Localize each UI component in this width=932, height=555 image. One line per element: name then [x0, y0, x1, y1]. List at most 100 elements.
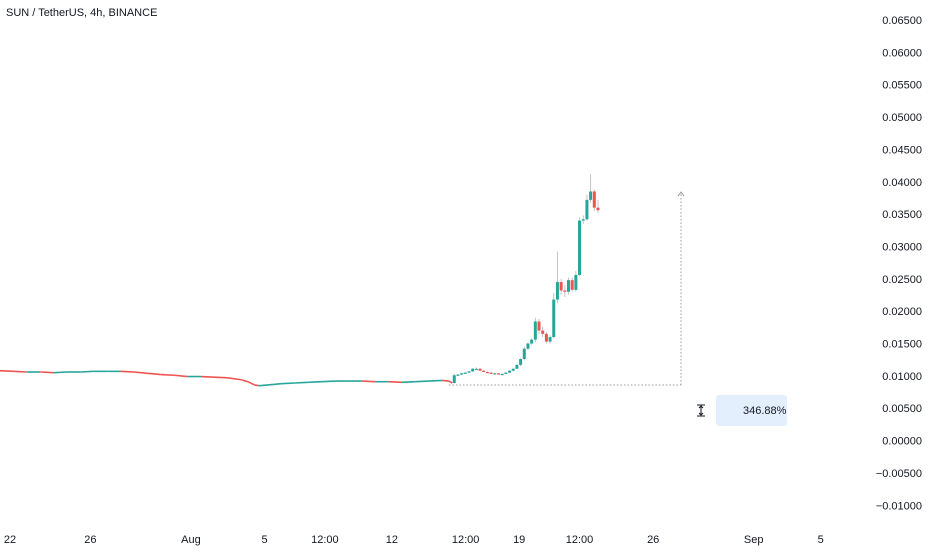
candle[interactable]: [589, 174, 593, 203]
price-segment: [53, 371, 68, 374]
candle[interactable]: [530, 338, 534, 345]
range-measure-icon: [697, 404, 705, 417]
candle[interactable]: [456, 373, 460, 376]
candle[interactable]: [581, 215, 585, 224]
candle[interactable]: [559, 278, 563, 295]
candle[interactable]: [460, 373, 464, 376]
price-segment: [200, 375, 215, 378]
candle-body: [552, 299, 556, 338]
candle[interactable]: [463, 372, 467, 374]
candle-body: [496, 373, 500, 375]
x-tick-label: Aug: [181, 534, 201, 546]
y-tick-label: −0.00500: [876, 468, 922, 480]
price-segment: [0, 369, 14, 373]
y-tick-label: 0.03000: [882, 241, 922, 253]
candle[interactable]: [544, 331, 548, 344]
x-tick-label: 19: [513, 534, 525, 546]
candle[interactable]: [489, 372, 493, 374]
candle[interactable]: [452, 373, 456, 384]
candle-body: [452, 375, 456, 384]
candle[interactable]: [522, 346, 526, 361]
candle[interactable]: [578, 217, 582, 277]
candle[interactable]: [563, 285, 567, 297]
price-segment: [227, 377, 242, 381]
candle-body: [592, 191, 596, 208]
measure-arrow-icon: [677, 191, 685, 197]
price-segment: [281, 382, 295, 385]
y-tick-label: 0.00500: [882, 403, 922, 415]
candle[interactable]: [596, 199, 600, 213]
price-segment: [448, 380, 453, 384]
x-tick-label: 22: [4, 534, 16, 546]
candle[interactable]: [500, 373, 504, 376]
candle[interactable]: [533, 317, 537, 343]
candle[interactable]: [570, 277, 574, 292]
price-segment: [133, 371, 148, 375]
candle-body: [463, 372, 467, 374]
candle[interactable]: [585, 194, 589, 221]
candle[interactable]: [537, 318, 541, 334]
candle-body: [581, 219, 585, 221]
candle-body: [471, 368, 475, 372]
candle[interactable]: [493, 372, 497, 375]
candle[interactable]: [526, 342, 530, 351]
candle[interactable]: [496, 372, 500, 375]
candle-body: [519, 359, 523, 365]
price-segment: [214, 376, 228, 379]
candle[interactable]: [515, 364, 519, 370]
candle-body: [511, 368, 515, 371]
candle[interactable]: [548, 335, 552, 344]
candle[interactable]: [566, 277, 570, 295]
candle[interactable]: [511, 368, 515, 372]
candle[interactable]: [504, 372, 508, 375]
candle-body: [456, 374, 460, 376]
x-tick-label: 12: [386, 534, 398, 546]
y-tick-label: −0.01000: [876, 500, 922, 512]
y-tick-label: 0.01000: [882, 371, 922, 383]
candle[interactable]: [574, 271, 578, 292]
candle[interactable]: [555, 251, 559, 304]
candle[interactable]: [592, 189, 596, 211]
x-tick-label: 5: [818, 534, 824, 546]
candle-body: [482, 370, 486, 373]
candle[interactable]: [482, 370, 486, 373]
candle-body: [478, 368, 482, 371]
candle[interactable]: [474, 367, 478, 370]
candle[interactable]: [478, 368, 482, 371]
symbol-title[interactable]: SUN / TetherUS, 4h, BINANCE: [6, 7, 158, 19]
price-segment: [261, 384, 269, 387]
candle[interactable]: [485, 371, 489, 374]
price-segment: [442, 379, 449, 382]
candle[interactable]: [541, 326, 545, 338]
price-segment: [428, 379, 443, 382]
x-tick-label: 12:00: [452, 534, 480, 546]
candle-body: [566, 280, 570, 292]
candle-body: [489, 372, 493, 374]
price-segment: [174, 374, 188, 378]
candle-body: [537, 321, 541, 331]
price-segment: [294, 381, 309, 384]
y-tick-label: 0.06000: [882, 47, 922, 59]
candle-body: [559, 282, 563, 291]
candle-body: [596, 207, 600, 211]
candle[interactable]: [519, 357, 523, 367]
price-segment: [388, 380, 403, 384]
x-tick-label: 26: [84, 534, 96, 546]
y-tick-label: 0.05500: [882, 80, 922, 92]
candle[interactable]: [471, 368, 475, 373]
price-segment: [267, 382, 282, 386]
candle-body: [544, 333, 548, 342]
candle[interactable]: [552, 293, 556, 339]
candle[interactable]: [467, 370, 471, 374]
measure-label-box[interactable]: [716, 395, 787, 426]
price-segment: [120, 370, 135, 373]
candle-body: [530, 339, 534, 344]
x-tick-label: 12:00: [311, 534, 339, 546]
price-segment: [80, 370, 94, 373]
candle-body: [533, 321, 537, 340]
y-tick-label: 0.02500: [882, 274, 922, 286]
candle-body: [570, 280, 574, 290]
candle[interactable]: [508, 370, 512, 374]
